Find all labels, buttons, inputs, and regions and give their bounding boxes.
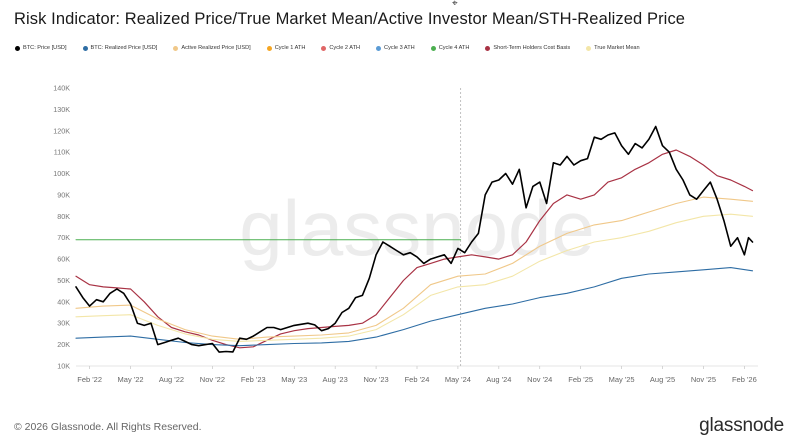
x-tick-label: Aug '22 xyxy=(159,375,184,384)
legend-item[interactable]: True Market Mean xyxy=(586,45,640,51)
chart-title: Risk Indicator: Realized Price/True Mark… xyxy=(14,10,686,28)
legend-dot-icon xyxy=(15,45,20,51)
legend-label: BTC: Price [USD] xyxy=(23,45,67,51)
x-tick-label: Nov '25 xyxy=(691,375,716,384)
legend-dot-icon xyxy=(321,45,327,51)
legend-dot-icon xyxy=(485,45,491,51)
legend-item[interactable]: Cycle 3 ATH xyxy=(376,45,415,51)
footer-copyright: © 2026 Glassnode. All Rights Reserved. xyxy=(14,421,202,433)
legend-item[interactable]: BTC: Realized Price [USD] xyxy=(82,45,158,51)
x-tick-label: May '22 xyxy=(118,375,144,384)
x-tick-label: Feb '23 xyxy=(241,375,266,384)
y-tick-label: 60K xyxy=(57,255,70,264)
legend-dot-icon xyxy=(266,45,272,51)
legend-item[interactable]: Short-Term Holders Cost Basis xyxy=(485,45,570,51)
y-tick-label: 130K xyxy=(53,105,70,114)
x-tick-label: Feb '26 xyxy=(732,375,757,384)
y-tick-label: 70K xyxy=(57,233,70,242)
y-tick-label: 100K xyxy=(53,169,70,178)
series-line-short-term-holders-cost-basis xyxy=(75,149,754,349)
y-tick-label: 10K xyxy=(57,362,70,371)
y-tick-label: 90K xyxy=(57,190,70,199)
y-tick-label: 110K xyxy=(54,148,70,157)
y-tick-label: 20K xyxy=(57,340,70,349)
legend-label: Active Realized Price [USD] xyxy=(181,45,251,51)
x-tick-label: May '24 xyxy=(445,375,471,384)
legend-item[interactable]: Cycle 2 ATH xyxy=(321,45,360,51)
legend-item[interactable]: Cycle 1 ATH xyxy=(266,45,306,51)
x-tick-label: May '25 xyxy=(609,375,635,384)
y-tick-label: 140K xyxy=(53,84,70,93)
x-tick-label: Nov '22 xyxy=(200,375,225,384)
y-tick-label: 50K xyxy=(57,276,70,285)
x-tick-label: Aug '24 xyxy=(486,375,511,384)
legend-dot-icon xyxy=(430,45,436,51)
series-line-active-realized-price-usd xyxy=(75,196,754,340)
x-tick-label: Feb '22 xyxy=(77,375,102,384)
legend-label: Cycle 2 ATH xyxy=(329,45,361,51)
x-tick-label: Nov '24 xyxy=(527,375,552,384)
x-tick-label: Aug '23 xyxy=(323,375,348,384)
legend-label: Cycle 4 ATH xyxy=(438,45,470,51)
legend-item[interactable]: BTC: Price [USD] xyxy=(15,45,67,51)
legend-dot-icon xyxy=(586,45,592,51)
x-tick-label: Aug '25 xyxy=(650,375,675,384)
legend-label: Short-Term Holders Cost Basis xyxy=(493,45,571,51)
legend-dot-icon xyxy=(82,45,88,51)
legend-item[interactable]: Active Realized Price [USD] xyxy=(173,45,251,51)
y-tick-label: 40K xyxy=(57,297,70,306)
legend-item[interactable]: Cycle 4 ATH xyxy=(430,45,470,51)
watermark-text: glassnode xyxy=(239,184,595,272)
y-tick-label: 120K xyxy=(53,126,70,135)
x-tick-label: Nov '23 xyxy=(363,375,388,384)
series-line-true-market-mean xyxy=(75,213,754,342)
legend-label: Cycle 3 ATH xyxy=(384,45,415,51)
legend-label: BTC: Realized Price [USD] xyxy=(90,45,158,51)
y-tick-label: 80K xyxy=(57,212,70,221)
x-tick-label: Feb '24 xyxy=(405,375,430,384)
legend-dot-icon xyxy=(173,45,179,51)
pointer-arrow-icon: ⌖ xyxy=(452,0,458,9)
chart-legend: BTC: Price [USD] BTC: Realized Price [USD… xyxy=(15,45,640,51)
legend-label: Cycle 1 ATH xyxy=(274,45,306,51)
legend-dot-icon xyxy=(376,45,382,51)
footer-brand-logo[interactable]: glassnode xyxy=(699,415,784,436)
legend-label: True Market Mean xyxy=(594,45,640,51)
y-tick-label: 30K xyxy=(57,319,70,328)
x-tick-label: May '23 xyxy=(281,375,307,384)
x-tick-label: Feb '25 xyxy=(568,375,593,384)
series-line-btc-price-usd xyxy=(75,125,754,353)
